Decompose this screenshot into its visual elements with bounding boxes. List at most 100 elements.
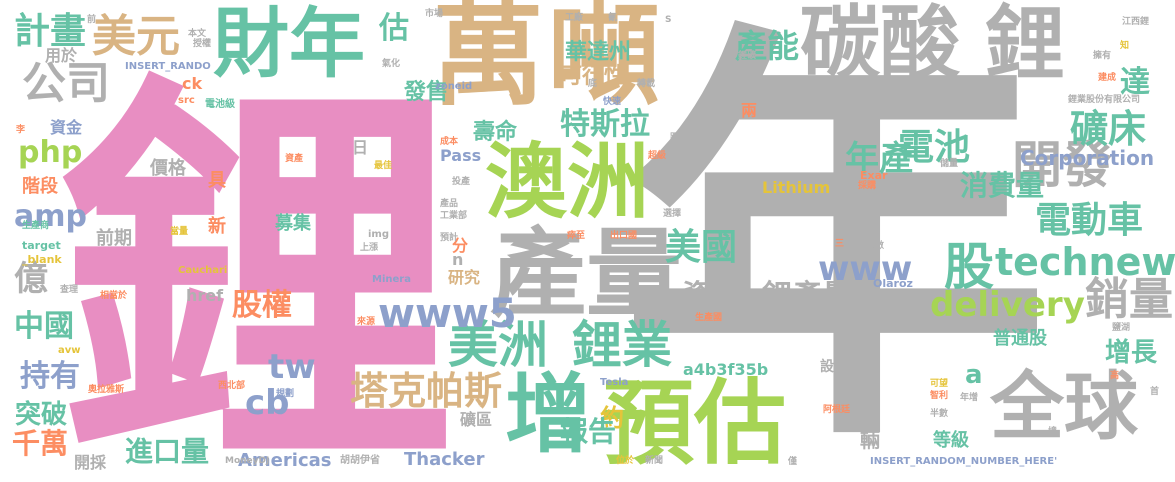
word-thacker: Thacker [404, 449, 485, 470]
word-zhili: 智利 [930, 391, 949, 401]
word-xiaofeiliang: 消費量 [960, 169, 1045, 202]
word-zhuanzai: 轉載 [637, 79, 656, 89]
word-liye-co: 鋰業股份有限公司 [1068, 95, 1141, 105]
word-insert2: INSERT_RANDOM_NUMBER_HERE' [870, 456, 1058, 467]
word-gu: 股 [944, 238, 994, 296]
word-a: a [965, 360, 983, 390]
word-kaicai: 開採 [74, 453, 107, 472]
word-kuaisu: 快速 [603, 97, 622, 107]
word-caigou: 採購 [858, 181, 877, 191]
word-blank: _blank [22, 253, 62, 266]
word-kuangqu: 礦區 [460, 410, 493, 429]
word-laiyuan: 來源 [357, 317, 376, 327]
word-target: target [22, 239, 61, 252]
word-di: 底 [588, 79, 598, 89]
word-weishu: 位數 [866, 241, 885, 251]
word-fashou: 發售 [404, 80, 449, 105]
word-san: 三 [835, 239, 845, 249]
word-yugu: 預估 [602, 370, 787, 477]
word-qiantop: 前 [87, 15, 97, 25]
word-weiyu: 位於 [616, 456, 635, 466]
word-yingli: 英里 [930, 177, 949, 187]
word-www: www [818, 249, 913, 289]
word-dianchiji: 電池級 [205, 99, 235, 110]
word-jihua: 計畫 [14, 11, 87, 52]
word-jiangxi: 江西鋰 [1122, 17, 1150, 27]
word-yongyu: 用於 [45, 46, 78, 65]
word-chengben: 成本 [440, 137, 459, 147]
word-benwen: 本文 [188, 29, 207, 39]
word-dengji: 等級 [933, 430, 969, 451]
word-aolaya: 奧拉雅斯 [88, 385, 125, 395]
word-liang: 輛 [860, 428, 880, 452]
word-shangzhang: 上漲 [360, 243, 379, 253]
word-lixi: 鋰礦 [738, 51, 757, 61]
word-fen: 分 [452, 236, 469, 255]
word-channeng: 產能 [735, 27, 800, 65]
word-tansuan: 碳酸 [800, 0, 960, 90]
word-xiaoliang: 銷量 [1085, 274, 1173, 325]
word-meiguo: 美國 [665, 227, 738, 268]
word-chanpin: 產品 [440, 199, 459, 209]
word-qianqi: 前期 [96, 228, 132, 249]
word-sheji: 設計 [820, 359, 848, 375]
word-juli: 距離 [670, 133, 689, 143]
word-li-small: 李 [16, 125, 26, 135]
word-agenting: 阿根廷 [823, 405, 851, 415]
word-qianwan2: 建成 [1098, 73, 1117, 83]
word-tupo: 突破 [15, 400, 68, 430]
word-ri: 日 [352, 138, 369, 157]
word-nianzeng: 年增 [960, 393, 979, 403]
word-lithium: Lithium [762, 178, 831, 197]
word-chanliang: 產量 [490, 218, 682, 330]
word-ju: 具 [208, 170, 226, 191]
word-baogao: 報告 [560, 415, 617, 448]
word-www5: www5 [378, 291, 517, 337]
word-chuwang: 瘁至 [567, 231, 586, 241]
word-href: href [186, 286, 224, 305]
word-shengchanguo: 生產國 [695, 313, 723, 323]
word-amp: amp [14, 199, 87, 234]
word-shengchanshang: 生產商 [22, 221, 50, 231]
word-minera: Minera [372, 274, 411, 285]
word-diandongche: 電動車 [1035, 200, 1144, 241]
word-meizhou: 美洲 [448, 316, 548, 374]
word-shou: 首 [1150, 387, 1160, 397]
word-kaifa: 開發 [1012, 136, 1112, 194]
word-shichang: 市場 [425, 9, 444, 19]
word-xiangdangyu: 相當於 [100, 291, 128, 301]
word-touchan: 投產 [452, 177, 471, 187]
word-zijin: 資金 [50, 118, 83, 137]
word-jiage: 價格 [150, 158, 186, 179]
word-yue: 約 [600, 404, 624, 432]
word-jing: 境 [1048, 427, 1058, 437]
word-yanjiu: 研究 [448, 268, 481, 287]
word-xibeibu: 西北部 [218, 381, 246, 391]
word-banshu: 半數 [930, 409, 949, 419]
word-guihua: 規劃 [276, 389, 295, 399]
word-guquan: 股權 [232, 288, 292, 323]
word-qianwan: 千萬 [12, 427, 69, 460]
word-qihua: 氣化 [382, 59, 401, 69]
word-qing: 氰 [608, 13, 618, 23]
word-yongyou: 擁有 [1093, 51, 1112, 61]
word-tesila: 特斯拉 [560, 107, 650, 142]
word-moneydj: MoneyDJ [225, 456, 270, 466]
word-aozhou: 澳洲 [485, 135, 650, 230]
word-gu2: 估 [379, 11, 409, 46]
word-jinkouliang: 進口量 [125, 435, 210, 468]
word-chaoji: 超級 [648, 151, 667, 161]
word-zeng: 增 [505, 365, 591, 465]
word-technews: technews [995, 240, 1175, 284]
word-meiyuan: 美元 [92, 11, 180, 62]
word-li-big: 鋰 [58, 47, 458, 482]
word-exar: Exar [860, 169, 888, 182]
word-chukouguo: 出口國 [610, 231, 638, 241]
word-liye: 鋰業 [572, 316, 672, 374]
word-cainian: 財年 [213, 0, 365, 88]
word-s: S [665, 15, 672, 25]
word-liang2: 兩 [741, 101, 758, 120]
word-zhi: 知 [1120, 41, 1130, 51]
word-kexingxing: 可行性 [560, 64, 627, 89]
